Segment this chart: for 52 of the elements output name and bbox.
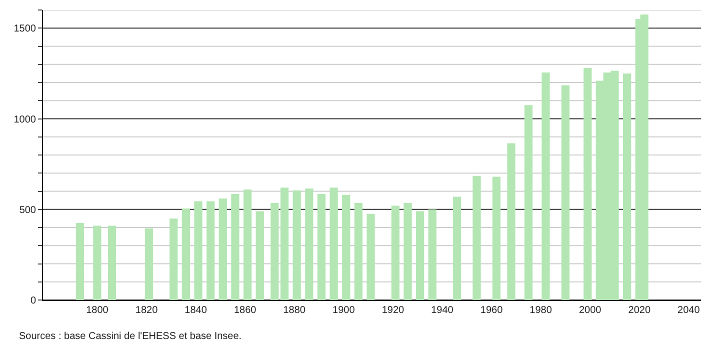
x-tick-label: 1860: [234, 305, 257, 316]
bar: [623, 73, 632, 300]
bar: [524, 105, 533, 300]
y-tick-label: 1000: [14, 114, 36, 126]
bar: [391, 206, 400, 300]
bar: [428, 209, 436, 300]
x-tick-label: 1960: [480, 305, 504, 316]
y-tick-label: 0: [30, 296, 36, 306]
bar: [93, 226, 102, 300]
bar: [243, 189, 252, 300]
bar: [194, 201, 202, 300]
bar: [144, 228, 154, 300]
y-tick-label: 500: [19, 204, 36, 216]
bar: [218, 198, 227, 300]
bar: [280, 188, 289, 300]
bar: [256, 211, 264, 300]
bar: [561, 85, 570, 300]
bar: [108, 226, 116, 300]
bar: [170, 218, 178, 300]
bar: [472, 176, 481, 300]
x-tick-label: 1800: [86, 305, 109, 316]
x-tick-label: 2000: [578, 305, 602, 316]
y-tick-label: 1500: [14, 24, 36, 35]
bar: [366, 214, 375, 300]
bar: [182, 208, 190, 300]
bar: [404, 203, 412, 300]
bar: [507, 143, 516, 300]
bar: [206, 201, 215, 300]
x-tick-label: 2040: [678, 305, 700, 316]
bar: [542, 72, 550, 300]
bar: [317, 194, 326, 300]
bar: [416, 211, 424, 300]
bar: [342, 194, 350, 300]
bar: [330, 188, 338, 300]
x-tick-label: 1880: [283, 305, 306, 316]
x-tick-label: 1980: [530, 305, 552, 316]
bar: [270, 203, 279, 300]
bar: [76, 222, 84, 300]
source-note: Sources : base Cassini de l'EHESS et base Insee.: [19, 331, 242, 340]
bar: [354, 203, 363, 300]
bar: [231, 194, 240, 300]
bar: [584, 68, 592, 300]
bar: [305, 188, 314, 300]
x-tick-label: 1940: [431, 305, 454, 316]
bar: [492, 176, 501, 300]
x-tick-label: 2020: [628, 305, 651, 316]
bar: [452, 196, 462, 300]
x-tick-label: 1900: [332, 305, 356, 316]
x-tick-label: 1920: [382, 305, 405, 316]
x-tick-label: 1820: [135, 305, 158, 316]
x-tick-label: 1840: [184, 305, 208, 316]
bar: [292, 190, 301, 300]
